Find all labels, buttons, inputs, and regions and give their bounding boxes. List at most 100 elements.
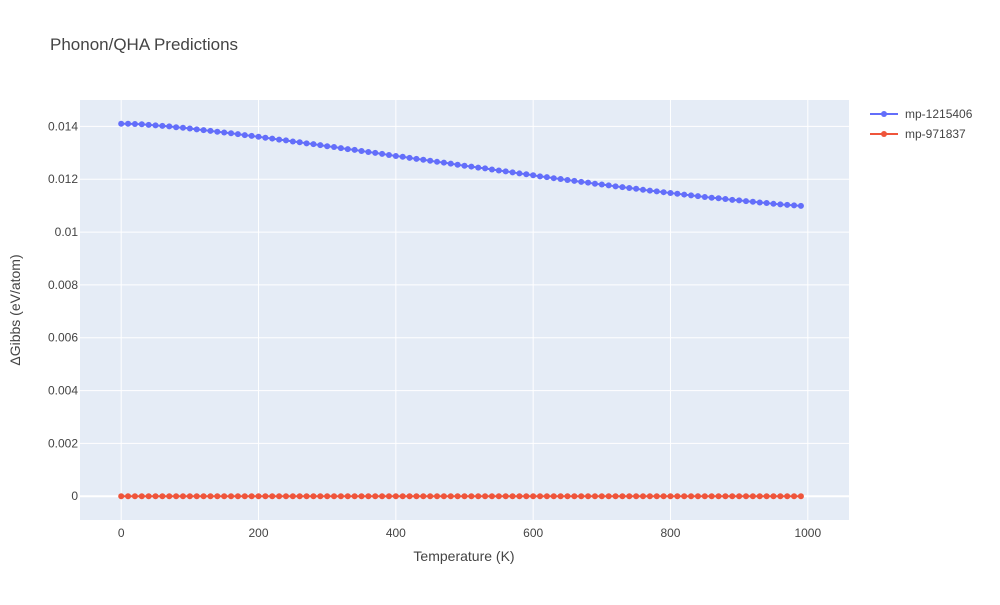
data-point[interactable] [495, 167, 502, 174]
data-point[interactable] [392, 493, 399, 500]
data-point[interactable] [166, 493, 173, 500]
data-point[interactable] [537, 493, 544, 500]
data-point[interactable] [708, 194, 715, 201]
data-point[interactable] [427, 493, 434, 500]
data-point[interactable] [193, 126, 200, 133]
data-point[interactable] [159, 122, 166, 129]
data-point[interactable] [516, 170, 523, 177]
data-point[interactable] [523, 493, 530, 500]
data-point[interactable] [667, 189, 674, 196]
data-point[interactable] [502, 493, 509, 500]
data-point[interactable] [578, 178, 585, 185]
data-point[interactable] [619, 184, 626, 191]
data-point[interactable] [138, 493, 145, 500]
data-point[interactable] [399, 153, 406, 160]
data-point[interactable] [681, 191, 688, 198]
data-point[interactable] [337, 145, 344, 152]
data-point[interactable] [591, 493, 598, 500]
data-point[interactable] [749, 198, 756, 205]
data-point[interactable] [488, 166, 495, 173]
data-point[interactable] [743, 493, 750, 500]
data-point[interactable] [193, 493, 200, 500]
legend[interactable]: mp-1215406 mp-971837 [870, 107, 973, 141]
series-mp-971837[interactable] [118, 493, 804, 500]
data-point[interactable] [440, 493, 447, 500]
data-point[interactable] [612, 493, 619, 500]
data-point[interactable] [289, 138, 296, 145]
data-point[interactable] [475, 164, 482, 171]
data-point[interactable] [138, 121, 145, 128]
data-point[interactable] [276, 493, 283, 500]
data-point[interactable] [406, 154, 413, 161]
data-point[interactable] [427, 157, 434, 164]
series-line[interactable] [121, 122, 802, 207]
data-point[interactable] [653, 493, 660, 500]
data-point[interactable] [324, 143, 331, 150]
data-point[interactable] [585, 179, 592, 186]
data-point[interactable] [255, 493, 262, 500]
data-point[interactable] [715, 195, 722, 202]
data-point[interactable] [640, 493, 647, 500]
data-point[interactable] [509, 493, 516, 500]
data-point[interactable] [777, 201, 784, 208]
data-point[interactable] [365, 149, 372, 156]
data-point[interactable] [372, 493, 379, 500]
data-point[interactable] [708, 493, 715, 500]
data-point[interactable] [420, 156, 427, 163]
data-point[interactable] [221, 129, 228, 136]
data-point[interactable] [125, 120, 132, 127]
data-point[interactable] [324, 493, 331, 500]
data-point[interactable] [420, 493, 427, 500]
data-point[interactable] [331, 144, 338, 151]
data-point[interactable] [207, 127, 214, 134]
data-point[interactable] [640, 186, 647, 193]
data-point[interactable] [303, 493, 310, 500]
data-point[interactable] [145, 493, 152, 500]
data-point[interactable] [619, 493, 626, 500]
data-point[interactable] [598, 181, 605, 188]
data-point[interactable] [770, 493, 777, 500]
data-point[interactable] [276, 136, 283, 143]
data-point[interactable] [344, 493, 351, 500]
data-point[interactable] [770, 200, 777, 207]
data-point[interactable] [289, 493, 296, 500]
data-point[interactable] [626, 184, 633, 191]
data-point[interactable] [777, 493, 784, 500]
data-point[interactable] [166, 123, 173, 130]
data-point[interactable] [605, 182, 612, 189]
data-point[interactable] [379, 493, 386, 500]
data-point[interactable] [282, 493, 289, 500]
data-point[interactable] [282, 137, 289, 144]
data-point[interactable] [736, 493, 743, 500]
data-point[interactable] [317, 142, 324, 149]
data-point[interactable] [729, 493, 736, 500]
data-point[interactable] [633, 185, 640, 192]
data-point[interactable] [392, 153, 399, 159]
data-point[interactable] [468, 493, 475, 500]
series-layer[interactable] [118, 120, 804, 500]
data-point[interactable] [756, 199, 763, 206]
data-point[interactable] [173, 493, 180, 500]
data-point[interactable] [763, 493, 770, 500]
data-point[interactable] [125, 493, 132, 500]
data-point[interactable] [797, 202, 804, 209]
data-point[interactable] [131, 121, 138, 128]
data-point[interactable] [118, 493, 125, 500]
data-point[interactable] [269, 135, 276, 142]
data-point[interactable] [482, 165, 489, 172]
data-point[interactable] [296, 493, 303, 500]
data-point[interactable] [118, 120, 125, 127]
data-point[interactable] [234, 493, 241, 500]
data-point[interactable] [509, 169, 516, 176]
data-point[interactable] [653, 188, 660, 195]
data-point[interactable] [200, 493, 207, 500]
data-point[interactable] [228, 130, 235, 137]
data-point[interactable] [406, 493, 413, 500]
data-point[interactable] [255, 133, 262, 140]
data-point[interactable] [763, 200, 770, 207]
data-point[interactable] [495, 493, 502, 500]
legend-item[interactable]: mp-1215406 [870, 107, 973, 121]
data-point[interactable] [475, 493, 482, 500]
data-point[interactable] [743, 198, 750, 205]
legend-item[interactable]: mp-971837 [870, 127, 966, 141]
